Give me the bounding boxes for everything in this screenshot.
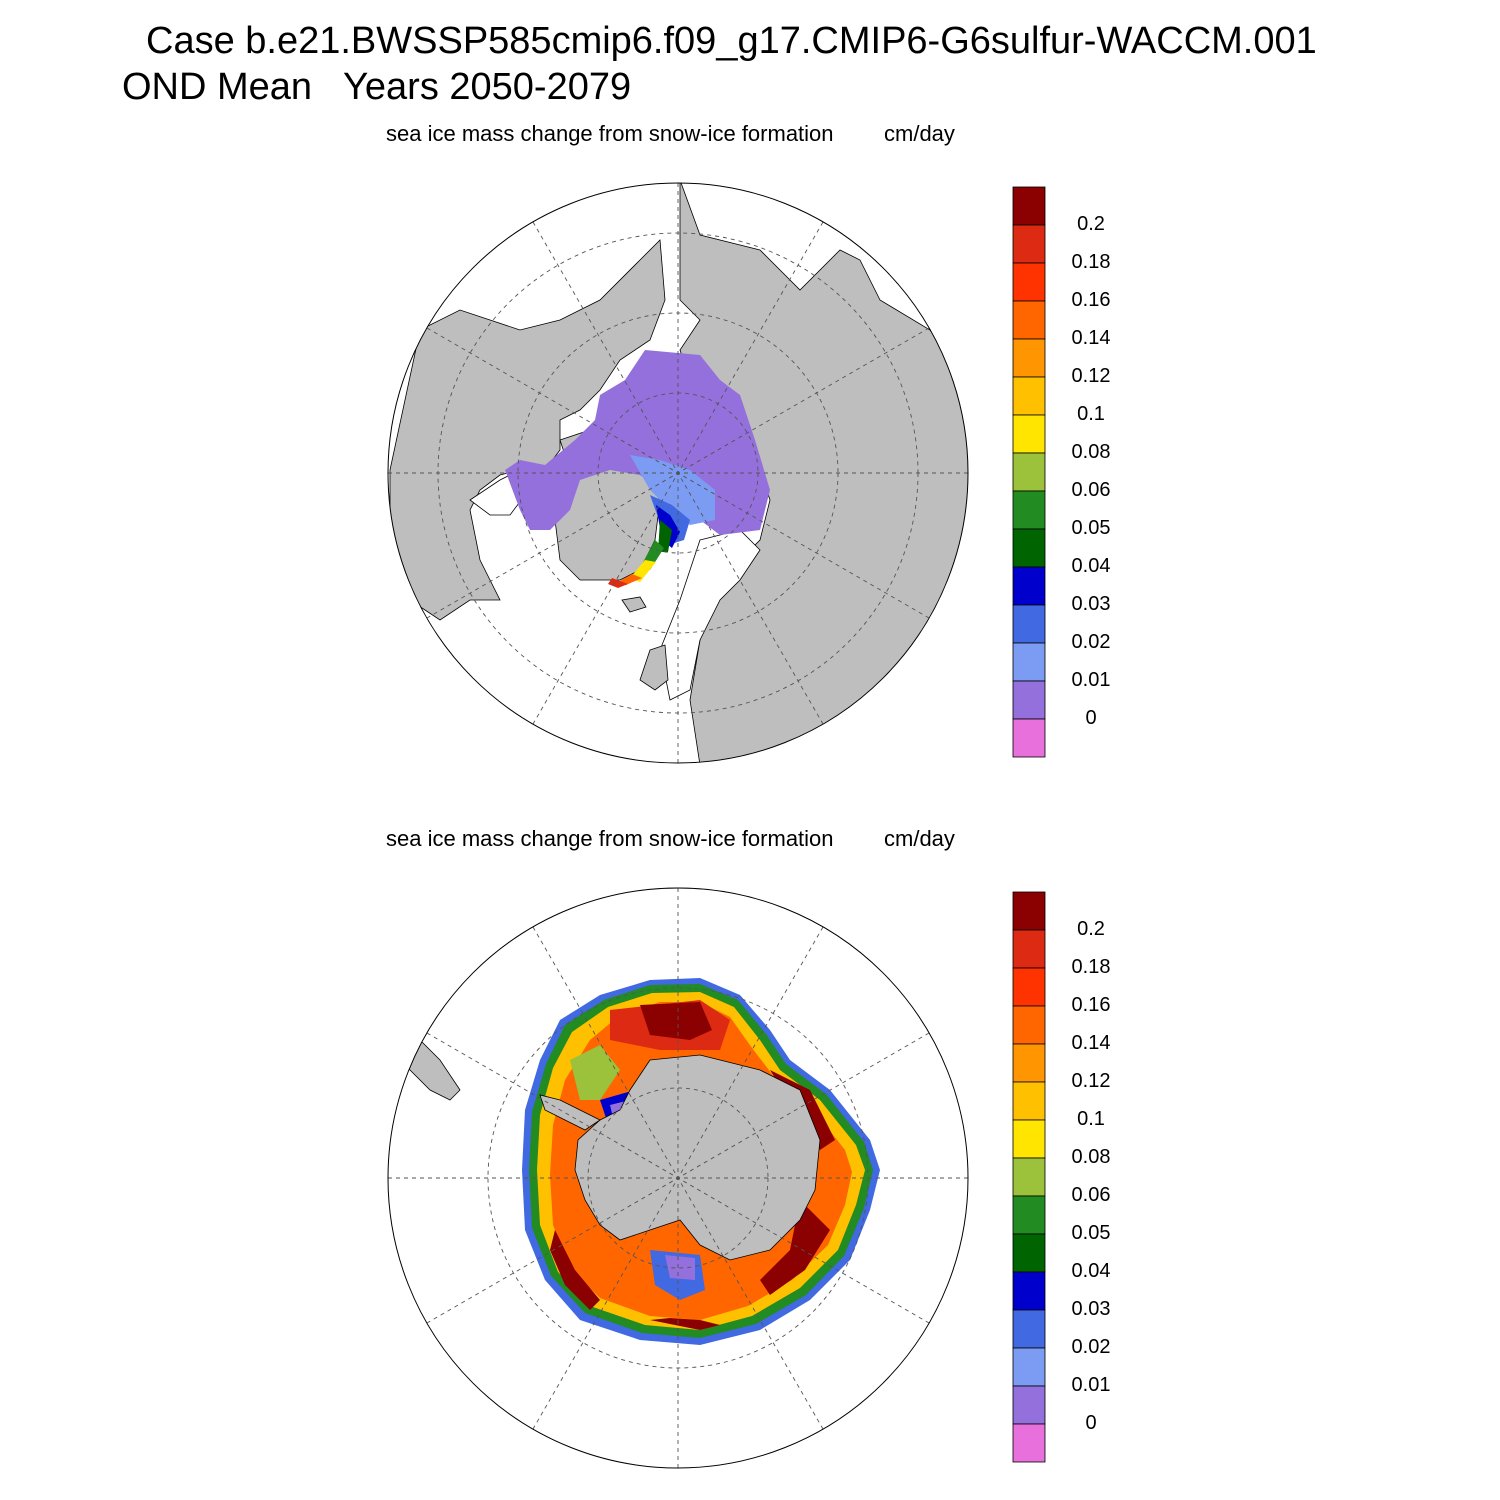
colorbar-south — [1012, 891, 1046, 1463]
colorbar-north-swatch — [1012, 528, 1046, 568]
colorbar-south-tick-label: 0.12 — [1071, 1070, 1111, 1092]
colorbar-south-tick-label: 0.02 — [1071, 1336, 1111, 1358]
colorbar-north-swatch — [1012, 186, 1046, 226]
colorbar-north-swatch — [1012, 490, 1046, 530]
colorbar-south-swatch — [1012, 891, 1046, 931]
colorbar-south-swatch — [1012, 1157, 1046, 1197]
colorbar-south-swatch — [1012, 967, 1046, 1007]
colorbar-north-tick-label: 0 — [1085, 707, 1097, 729]
colorbar-north-tick-label: 0.18 — [1071, 251, 1111, 273]
colorbar-south-swatch — [1012, 929, 1046, 969]
colorbar-south-tick-label: 0.2 — [1077, 918, 1105, 940]
colorbar-south-swatch — [1012, 1081, 1046, 1121]
colorbar-north-swatch — [1012, 566, 1046, 606]
colorbar-south-swatch — [1012, 1271, 1046, 1311]
colorbar-north-swatch — [1012, 262, 1046, 302]
colorbar-north-tick-label: 0.14 — [1071, 327, 1111, 349]
colorbar-south-tick-label: 0.03 — [1071, 1298, 1111, 1320]
south-polar-map — [387, 887, 969, 1469]
panel-north-title: sea ice mass change from snow-ice format… — [386, 121, 834, 146]
colorbar-north-swatch — [1012, 300, 1046, 340]
figure-title-period: OND Mean Years 2050-2079 — [122, 66, 632, 108]
colorbar-south-tick-label: 0.1 — [1077, 1108, 1105, 1130]
colorbar-south-swatch — [1012, 1119, 1046, 1159]
colorbar-north-swatch — [1012, 414, 1046, 454]
colorbar-north-swatch — [1012, 452, 1046, 492]
colorbar-north-tick-label: 0.05 — [1071, 517, 1111, 539]
north-polar-map — [387, 182, 969, 764]
colorbar-north-swatch — [1012, 642, 1046, 682]
colorbar-south-tick-label: 0.04 — [1071, 1260, 1111, 1282]
colorbar-south-swatch — [1012, 1233, 1046, 1273]
colorbar-north-tick-label: 0.03 — [1071, 593, 1111, 615]
colorbar-north — [1012, 186, 1046, 758]
colorbar-north-tick-label: 0.1 — [1077, 403, 1105, 425]
colorbar-north-swatch — [1012, 376, 1046, 416]
colorbar-south-tick-label: 0.18 — [1071, 956, 1111, 978]
colorbar-south-tick-label: 0.01 — [1071, 1374, 1111, 1396]
north-graticule — [388, 183, 968, 763]
colorbar-north-tick-label: 0.2 — [1077, 213, 1105, 235]
colorbar-north-swatch — [1012, 604, 1046, 644]
colorbar-south-swatch — [1012, 1195, 1046, 1235]
colorbar-south-tick-label: 0.16 — [1071, 994, 1111, 1016]
north-sea-ice — [505, 350, 770, 588]
colorbar-south-swatch — [1012, 1385, 1046, 1425]
colorbar-north-tick-label: 0.06 — [1071, 479, 1111, 501]
colorbar-south-swatch — [1012, 1309, 1046, 1349]
colorbar-north-tick-label: 0.08 — [1071, 441, 1111, 463]
colorbar-south-swatch — [1012, 1423, 1046, 1463]
south-graticule — [388, 888, 968, 1468]
colorbar-north-tick-label: 0.04 — [1071, 555, 1111, 577]
colorbar-south-swatch — [1012, 1043, 1046, 1083]
figure-title-case: Case b.e21.BWSSP585cmip6.f09_g17.CMIP6-G… — [146, 20, 1317, 62]
colorbar-north-swatch — [1012, 338, 1046, 378]
colorbar-south-tick-label: 0.05 — [1071, 1222, 1111, 1244]
panel-north-units: cm/day — [884, 121, 955, 146]
colorbar-north-tick-label: 0.12 — [1071, 365, 1111, 387]
colorbar-north-tick-label: 0.16 — [1071, 289, 1111, 311]
colorbar-north-swatch — [1012, 224, 1046, 264]
panel-south-title: sea ice mass change from snow-ice format… — [386, 826, 834, 851]
south-land — [399, 1039, 821, 1261]
colorbar-south-tick-label: 0.08 — [1071, 1146, 1111, 1168]
colorbar-south-swatch — [1012, 1005, 1046, 1045]
colorbar-north-swatch — [1012, 718, 1046, 758]
colorbar-north-tick-label: 0.01 — [1071, 669, 1111, 691]
colorbar-north-tick-label: 0.02 — [1071, 631, 1111, 653]
north-land — [389, 183, 968, 763]
colorbar-north-swatch — [1012, 680, 1046, 720]
colorbar-south-tick-label: 0.06 — [1071, 1184, 1111, 1206]
colorbar-south-swatch — [1012, 1347, 1046, 1387]
panel-south-units: cm/day — [884, 826, 955, 851]
colorbar-south-tick-label: 0.14 — [1071, 1032, 1111, 1054]
colorbar-south-tick-label: 0 — [1085, 1412, 1097, 1434]
